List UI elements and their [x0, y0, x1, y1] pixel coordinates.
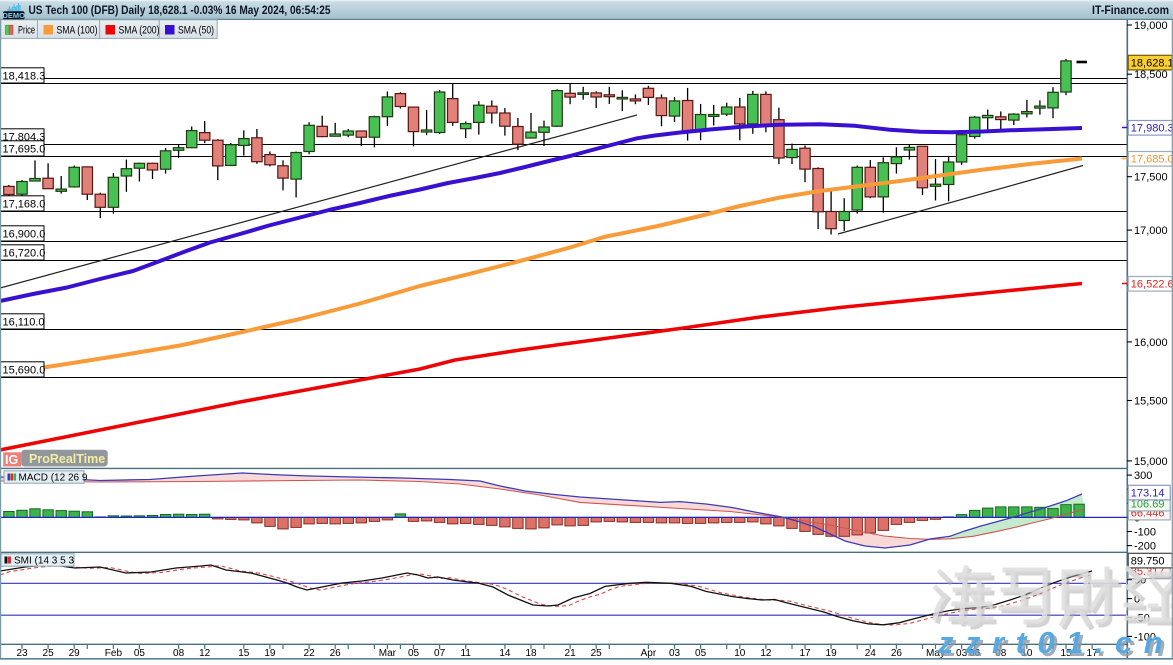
svg-text:Feb: Feb: [105, 648, 123, 659]
svg-text:IG: IG: [5, 453, 18, 467]
svg-text:17,168.0: 17,168.0: [3, 199, 46, 211]
svg-text:106.69: 106.69: [1131, 498, 1165, 510]
svg-text:17,000: 17,000: [1134, 225, 1168, 237]
svg-text:11: 11: [461, 648, 472, 659]
svg-text:24: 24: [865, 648, 877, 659]
svg-text:16,900.0: 16,900.0: [3, 229, 46, 241]
svg-text:300: 300: [1134, 470, 1152, 482]
svg-text:10: 10: [1021, 648, 1033, 659]
svg-text:18: 18: [525, 648, 537, 659]
svg-text:17,695.0: 17,695.0: [3, 144, 46, 156]
svg-text:15: 15: [1060, 648, 1072, 659]
svg-text:19: 19: [264, 648, 276, 659]
svg-text:25: 25: [591, 648, 603, 659]
svg-text:21: 21: [565, 648, 577, 659]
svg-text:16,522.6: 16,522.6: [1131, 279, 1173, 291]
svg-text:SMI (14 3 5 3: SMI (14 3 5 3: [14, 556, 74, 567]
svg-text:05: 05: [695, 648, 707, 659]
svg-text:18,628.1: 18,628.1: [1131, 57, 1173, 69]
svg-text:15: 15: [238, 648, 250, 659]
svg-text:173.14: 173.14: [1131, 487, 1165, 499]
svg-text:15,690.0: 15,690.0: [3, 365, 46, 377]
svg-text:SMA (200): SMA (200): [119, 25, 160, 37]
svg-text:08: 08: [173, 648, 185, 659]
svg-text:15,000: 15,000: [1134, 456, 1168, 468]
svg-text:08: 08: [995, 648, 1007, 659]
svg-text:-100: -100: [1134, 527, 1156, 539]
svg-text:zzrt01.cn: zzrt01.cn: [937, 625, 1173, 660]
svg-text:18,500: 18,500: [1134, 69, 1168, 81]
svg-text:SMA (100): SMA (100): [57, 25, 98, 37]
svg-text:26: 26: [330, 648, 342, 659]
svg-text:15,500: 15,500: [1134, 396, 1168, 408]
svg-text:12: 12: [760, 648, 772, 659]
svg-text:22: 22: [304, 648, 316, 659]
svg-text:SMA (50): SMA (50): [178, 25, 214, 37]
svg-text:03: 03: [669, 648, 681, 659]
svg-text:17,685.0: 17,685.0: [1131, 154, 1173, 166]
svg-text:May: May: [926, 648, 945, 659]
svg-text:16,000: 16,000: [1134, 337, 1168, 349]
svg-text:05: 05: [134, 648, 146, 659]
svg-text:29: 29: [69, 648, 81, 659]
svg-text:26: 26: [891, 648, 903, 659]
svg-text:25: 25: [43, 648, 55, 659]
svg-text:Mar: Mar: [379, 648, 397, 659]
svg-text:US Tech 100 (DFB) Daily 18,628: US Tech 100 (DFB) Daily 18,628.1 -0.03% …: [29, 5, 332, 17]
svg-text:ProRealTime: ProRealTime: [29, 452, 105, 466]
svg-text:Apr: Apr: [641, 648, 657, 659]
svg-text:23: 23: [16, 648, 28, 659]
svg-text:12: 12: [199, 648, 211, 659]
svg-text:17: 17: [799, 648, 811, 659]
svg-text:DEMO: DEMO: [2, 11, 25, 20]
svg-text:17: 17: [1087, 648, 1099, 659]
svg-text:-200: -200: [1134, 541, 1156, 553]
svg-text:MACD (12 26 9: MACD (12 26 9: [19, 473, 88, 484]
svg-text:07: 07: [434, 648, 446, 659]
svg-text:19: 19: [826, 648, 838, 659]
svg-text:14: 14: [499, 648, 511, 659]
svg-text:16,720.0: 16,720.0: [3, 248, 46, 260]
svg-text:zzrt01.cn: zzrt01.cn: [940, 628, 1173, 660]
svg-text:19,000: 19,000: [1134, 20, 1168, 32]
svg-text:18,418.3: 18,418.3: [3, 71, 46, 83]
svg-text:-100: -100: [1134, 631, 1156, 643]
svg-text:06: 06: [969, 648, 981, 659]
svg-text:0: 0: [1134, 594, 1140, 606]
svg-text:17,500: 17,500: [1134, 172, 1168, 184]
svg-text:05: 05: [408, 648, 420, 659]
svg-text:89.750: 89.750: [1131, 555, 1165, 567]
svg-text:03: 03: [956, 648, 968, 659]
svg-text:10: 10: [734, 648, 746, 659]
svg-text:16,110.0: 16,110.0: [3, 317, 45, 329]
svg-text:Price: Price: [18, 25, 35, 37]
svg-text:IT-Finance.com: IT-Finance.com: [1092, 5, 1169, 17]
svg-text:17,980.3: 17,980.3: [1131, 123, 1173, 135]
